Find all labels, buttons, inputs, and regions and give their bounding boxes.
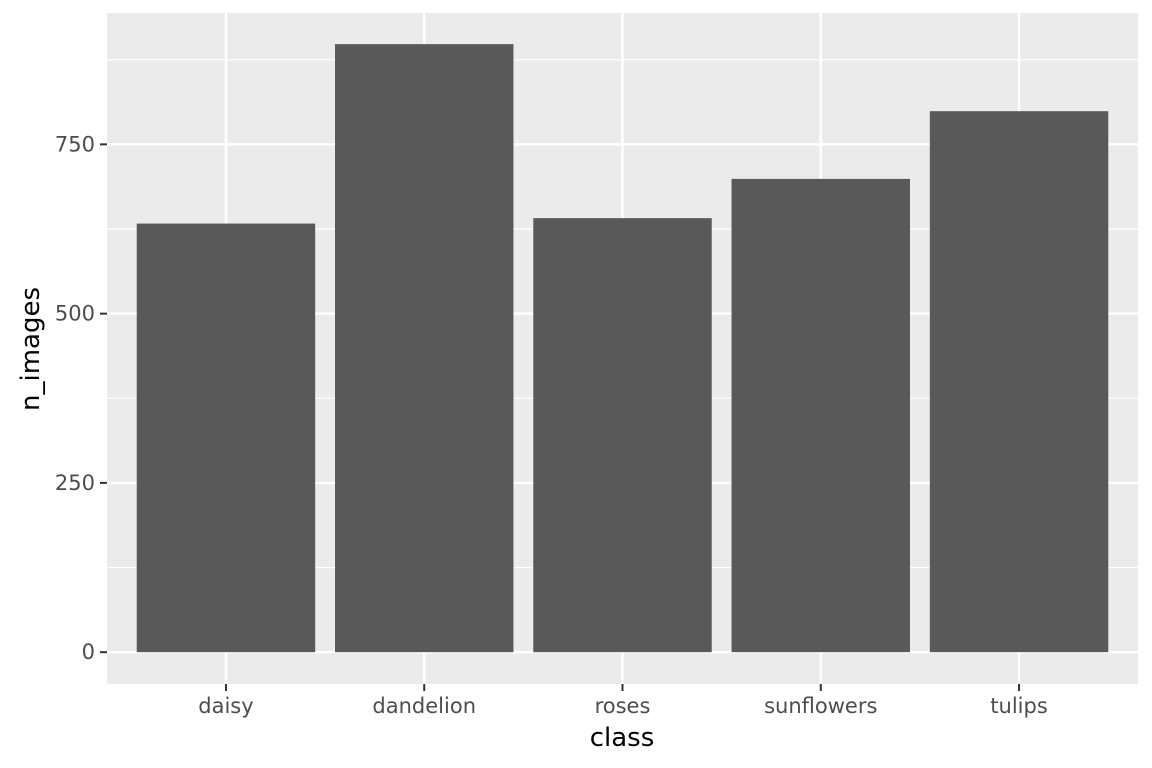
- x-tick-label-dandelion: dandelion: [372, 694, 476, 718]
- x-axis-title: class: [590, 723, 655, 753]
- bar-dandelion: [335, 44, 514, 653]
- x-tick-label-roses: roses: [595, 694, 651, 718]
- y-tick-label: 500: [55, 302, 95, 326]
- y-axis-ticks: 0 250 500 750: [55, 132, 107, 664]
- x-tick-label-daisy: daisy: [198, 694, 253, 718]
- y-axis-title: n_images: [16, 287, 46, 411]
- bars: [136, 44, 1109, 653]
- bar-roses: [533, 218, 712, 653]
- x-tick-label-tulips: tulips: [990, 694, 1047, 718]
- bar-daisy: [136, 223, 316, 653]
- x-axis-ticks: daisy dandelion roses sunflowers tulips: [198, 684, 1048, 718]
- y-tick-label: 750: [55, 132, 95, 156]
- y-tick-label: 250: [55, 471, 95, 495]
- y-tick-label: 0: [82, 640, 95, 664]
- bar-tulips: [929, 111, 1109, 653]
- bar-sunflowers: [731, 178, 910, 653]
- x-tick-label-sunflowers: sunflowers: [764, 694, 877, 718]
